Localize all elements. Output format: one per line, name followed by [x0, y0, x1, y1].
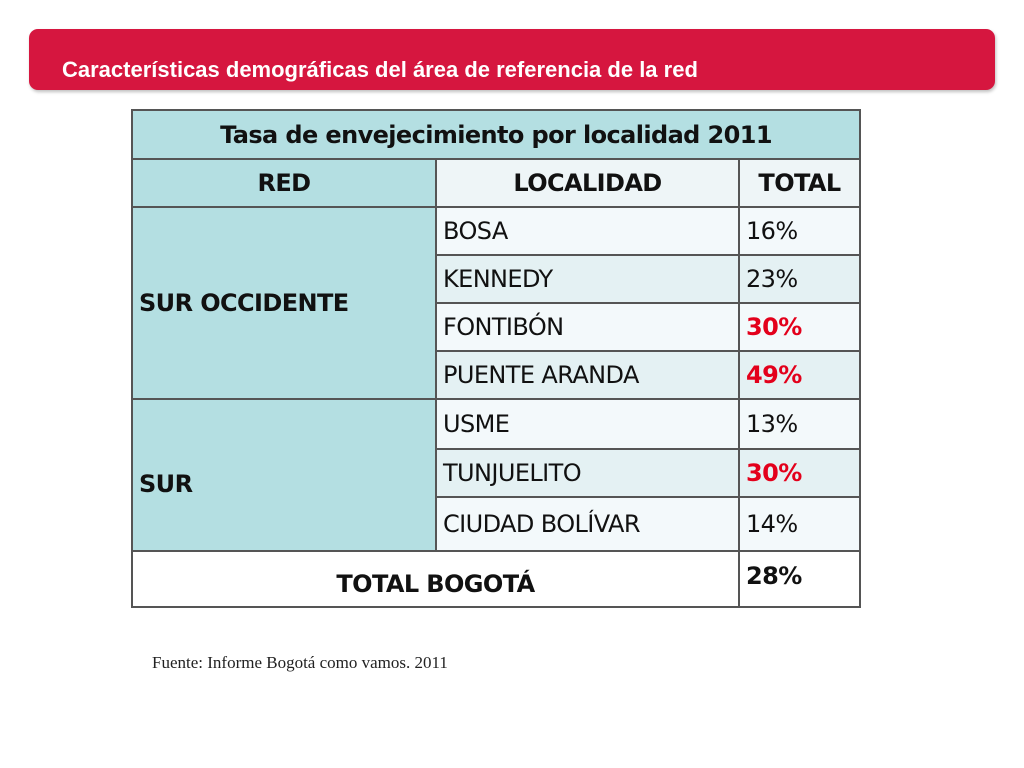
localidad-cell: KENNEDY: [435, 254, 740, 304]
localidad-cell: USME: [435, 398, 740, 450]
localidad-cell: CIUDAD BOLÍVAR: [435, 496, 740, 552]
total-cell: 49%: [738, 350, 861, 400]
header-total: TOTAL: [738, 158, 861, 208]
table-total-row: TOTAL BOGOTÁ 28%: [131, 550, 861, 608]
total-cell: 23%: [738, 254, 861, 304]
total-cell: 14%: [738, 496, 861, 552]
total-bogota-value: 28%: [738, 550, 861, 608]
table-title: Tasa de envejecimiento por localidad 201…: [131, 109, 861, 160]
table-row: SUR OCCIDENTE BOSA 16%: [131, 206, 861, 400]
total-cell: 30%: [738, 302, 861, 352]
source-note: Fuente: Informe Bogotá como vamos. 2011: [152, 653, 448, 672]
localidad-cell: PUENTE ARANDA: [435, 350, 740, 400]
table-row: SUR USME 13%: [131, 398, 861, 552]
table-row: FONTIBÓN 30%: [132, 302, 861, 352]
header-red: RED: [131, 158, 437, 208]
table-header-row: RED LOCALIDAD TOTAL: [131, 158, 861, 208]
table-row: CIUDAD BOLÍVAR 14%: [132, 496, 861, 552]
total-cell: 30%: [738, 448, 861, 498]
localidad-cell: BOSA: [435, 206, 740, 256]
title-banner: Características demográficas del área de…: [29, 29, 995, 90]
table-row: PUENTE ARANDA 49%: [132, 350, 861, 400]
table-row: TUNJUELITO 30%: [132, 448, 861, 498]
slide-title: Características demográficas del área de…: [62, 57, 698, 82]
total-bogota-label: TOTAL BOGOTÁ: [131, 550, 740, 608]
localidad-cell: FONTIBÓN: [435, 302, 740, 352]
header-localidad: LOCALIDAD: [435, 158, 740, 208]
red-cell-sur-occidente: SUR OCCIDENTE: [131, 206, 437, 400]
table-title-row: Tasa de envejecimiento por localidad 201…: [131, 109, 861, 160]
localidad-cell: TUNJUELITO: [435, 448, 740, 498]
table-row: KENNEDY 23%: [132, 254, 861, 304]
aging-rate-table: Tasa de envejecimiento por localidad 201…: [131, 109, 861, 608]
red-cell-sur: SUR: [131, 398, 437, 552]
total-cell: 16%: [738, 206, 861, 256]
total-cell: 13%: [738, 398, 861, 450]
